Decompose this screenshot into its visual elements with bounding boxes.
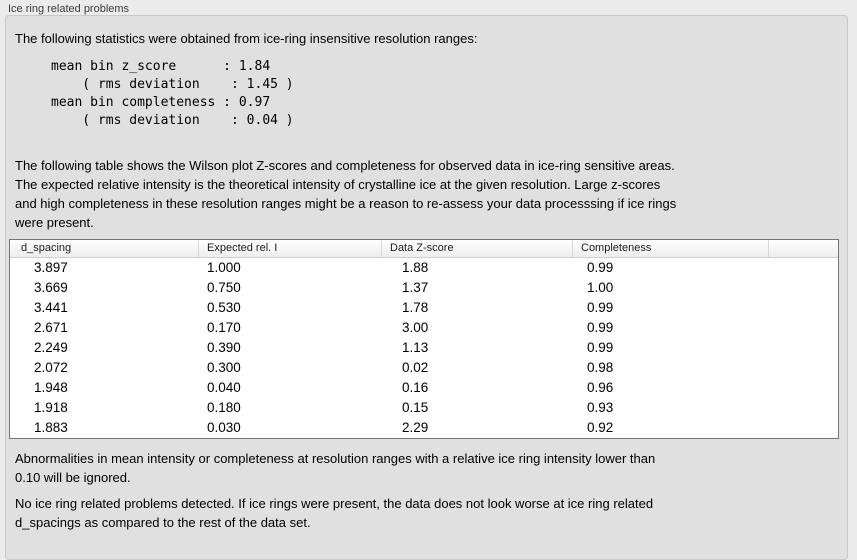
table-cell: 3.00 <box>402 320 429 335</box>
table-cell: 0.15 <box>402 400 429 415</box>
table-row[interactable]: 1.948 0.040 0.16 0.96 <box>10 378 838 398</box>
table-cell: 2.072 <box>34 360 68 375</box>
table-cell: 1.78 <box>402 300 429 315</box>
conclusion-note: No ice ring related problems detected. I… <box>15 496 654 530</box>
table-cell-empty <box>769 298 838 318</box>
section-title: Ice ring related problems <box>8 3 130 15</box>
table-cell-empty <box>769 398 838 418</box>
table-cell-empty <box>769 318 838 338</box>
column-header-data-z-score[interactable]: Data Z-score <box>382 240 573 257</box>
table-row[interactable]: 3.897 1.000 1.88 0.99 <box>10 258 838 278</box>
table-cell: 1.00 <box>587 280 614 295</box>
table-cell: 1.37 <box>402 280 429 295</box>
table-cell: 0.390 <box>207 340 241 355</box>
table-cell: 1.948 <box>34 380 68 395</box>
table-cell: 0.99 <box>587 260 614 275</box>
intro-paragraph: The following statistics were obtained f… <box>15 31 478 46</box>
table-row[interactable]: 2.249 0.390 1.13 0.99 <box>10 338 838 358</box>
table-cell: 0.02 <box>402 360 429 375</box>
table-description: The following table shows the Wilson plo… <box>15 158 677 230</box>
statistics-block: mean bin z_score : 1.84 ( rms deviation … <box>51 59 294 128</box>
ice-ring-table: d_spacing Expected rel. I Data Z-score C… <box>9 239 839 439</box>
column-header-d-spacing[interactable]: d_spacing <box>10 240 199 257</box>
table-cell: 0.16 <box>402 380 429 395</box>
table-cell: 0.99 <box>587 300 614 315</box>
table-cell: 0.530 <box>207 300 241 315</box>
table-cell-empty <box>769 358 838 378</box>
table-cell: 0.98 <box>587 360 614 375</box>
table-cell: 0.300 <box>207 360 241 375</box>
table-cell: 0.92 <box>587 420 614 435</box>
table-cell: 0.750 <box>207 280 241 295</box>
table-cell: 3.441 <box>34 300 68 315</box>
table-cell: 3.669 <box>34 280 68 295</box>
ice-ring-panel: The following statistics were obtained f… <box>5 15 848 560</box>
table-cell: 0.93 <box>587 400 614 415</box>
column-header-completeness[interactable]: Completeness <box>573 240 769 257</box>
table-row[interactable]: 2.671 0.170 3.00 0.99 <box>10 318 838 338</box>
table-row[interactable]: 1.883 0.030 2.29 0.92 <box>10 418 838 438</box>
column-header-expected-rel-i[interactable]: Expected rel. I <box>199 240 382 257</box>
table-cell-empty <box>769 418 838 438</box>
table-cell: 2.249 <box>34 340 68 355</box>
table-cell: 1.918 <box>34 400 68 415</box>
table-cell-empty <box>769 378 838 398</box>
table-cell-empty <box>769 338 838 358</box>
table-header-row: d_spacing Expected rel. I Data Z-score C… <box>10 240 838 258</box>
table-cell-empty <box>769 278 838 298</box>
table-cell: 0.96 <box>587 380 614 395</box>
table-cell: 0.99 <box>587 320 614 335</box>
ignore-threshold-note: Abnormalities in mean intensity or compl… <box>15 451 656 485</box>
table-cell: 2.671 <box>34 320 68 335</box>
table-cell: 0.180 <box>207 400 241 415</box>
table-cell: 0.030 <box>207 420 241 435</box>
table-cell: 0.99 <box>587 340 614 355</box>
table-cell-empty <box>769 258 838 278</box>
table-cell: 1.88 <box>402 260 429 275</box>
table-row[interactable]: 2.072 0.300 0.02 0.98 <box>10 358 838 378</box>
table-cell: 2.29 <box>402 420 429 435</box>
table-body: 3.897 1.000 1.88 0.99 3.669 0.750 1.37 1.00 3.44… <box>10 258 838 438</box>
table-cell: 0.040 <box>207 380 241 395</box>
table-row[interactable]: 3.669 0.750 1.37 1.00 <box>10 278 838 298</box>
table-row[interactable]: 3.441 0.530 1.78 0.99 <box>10 298 838 318</box>
table-cell: 1.883 <box>34 420 68 435</box>
table-cell: 1.13 <box>402 340 429 355</box>
table-cell: 3.897 <box>34 260 68 275</box>
column-header-empty <box>769 240 838 257</box>
table-cell: 1.000 <box>207 260 241 275</box>
table-row[interactable]: 1.918 0.180 0.15 0.93 <box>10 398 838 418</box>
table-cell: 0.170 <box>207 320 241 335</box>
